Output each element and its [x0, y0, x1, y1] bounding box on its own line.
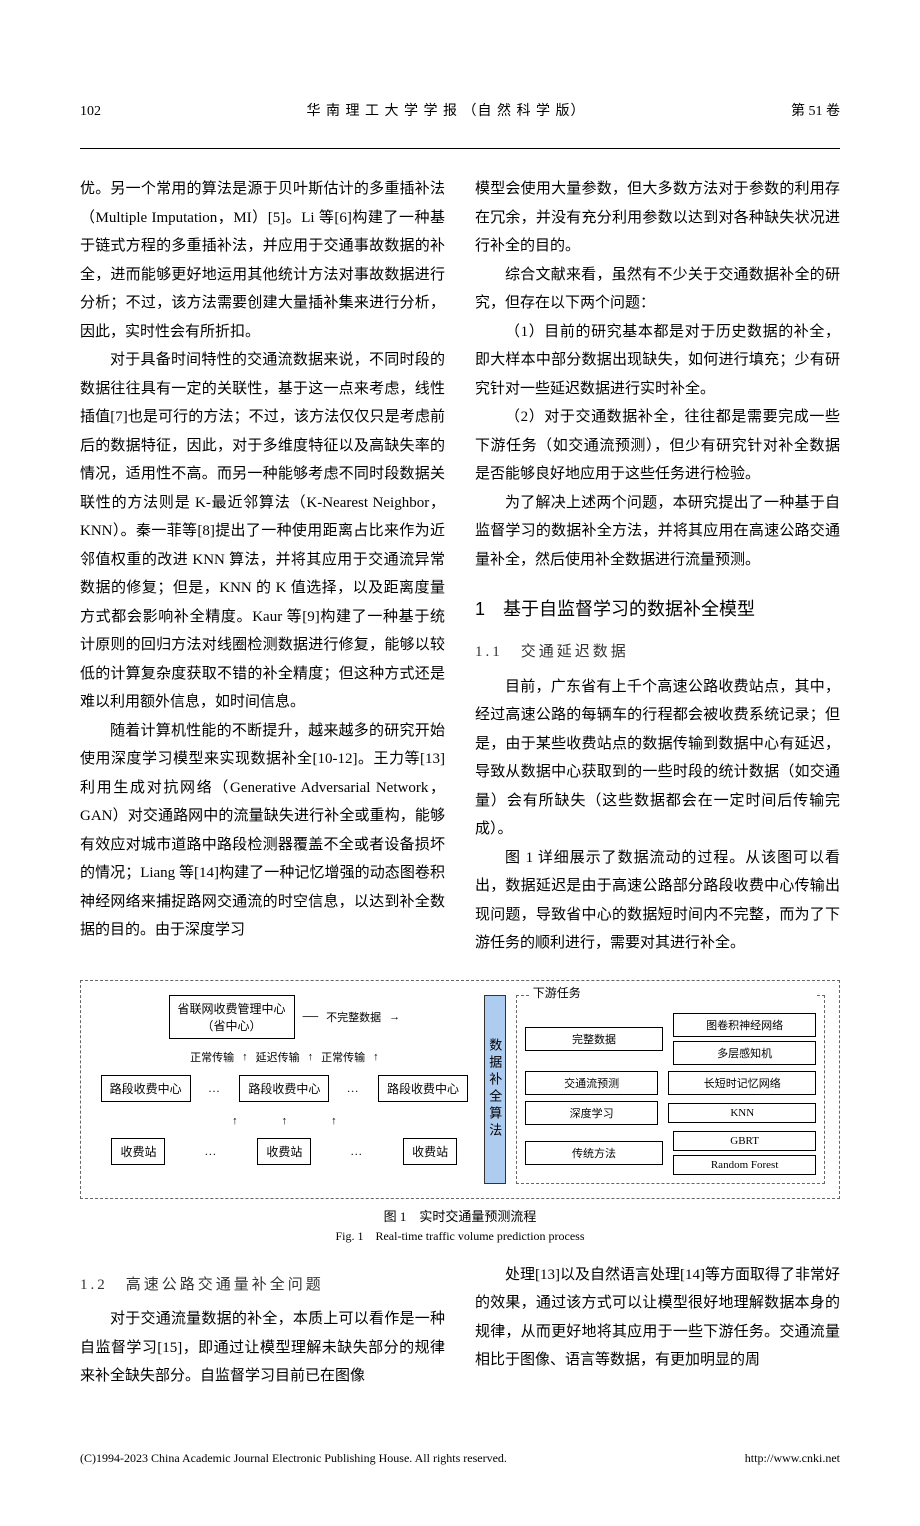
ellipsis: …: [347, 1081, 361, 1096]
bottom-left-column: 1.2 高速公路交通量补全问题 对于交通流量数据的补全，本质上可以看作是一种自监…: [80, 1261, 445, 1391]
knn-node: KNN: [668, 1103, 816, 1123]
traffic-pred-node: 交通流预测: [525, 1071, 659, 1095]
subsection-heading: 1.2 高速公路交通量补全问题: [80, 1271, 445, 1300]
arrow-right: →: [389, 1011, 400, 1023]
mlp-node: 多层感知机: [673, 1041, 816, 1065]
flow-diagram: 省联网收费管理中心 （省中心） ── 不完整数据 → 正常传输 ↑ 延迟传输 ↑…: [80, 980, 840, 1199]
copyright-text: (C)1994-2023 China Academic Journal Elec…: [80, 1451, 507, 1466]
segment-center-node: 路段收费中心: [378, 1075, 468, 1102]
deep-learning-node: 深度学习: [525, 1101, 659, 1125]
traditional-node: 传统方法: [525, 1141, 664, 1165]
body-paragraph: （2）对于交通数据补全，往往都是需要完成一些下游任务（如交通流预测），但少有研究…: [475, 403, 840, 489]
normal-transfer-label: 正常传输: [321, 1049, 365, 1065]
body-paragraph: 优。另一个常用的算法是源于贝叶斯估计的多重插补法（Multiple Imputa…: [80, 175, 445, 346]
body-paragraph: 目前，广东省有上千个高速公路收费站点，其中，经过高速公路的每辆车的行程都会被收费…: [475, 673, 840, 844]
bottom-right-column: 处理[13]以及自然语言处理[14]等方面取得了非常好的效果，通过该方式可以让模…: [475, 1261, 840, 1391]
body-paragraph: 对于交通流量数据的补全，本质上可以看作是一种自监督学习[15]，即通过让模型理解…: [80, 1305, 445, 1391]
volume-label: 第 51 卷: [791, 100, 840, 120]
gcn-node: 图卷积神经网络: [673, 1013, 816, 1037]
incomplete-data-label: 不完整数据: [326, 1009, 381, 1025]
arrow-right: ──: [303, 1011, 319, 1023]
body-paragraph: 处理[13]以及自然语言处理[14]等方面取得了非常好的效果，通过该方式可以让模…: [475, 1261, 840, 1375]
diagram-right: 下游任务 完整数据 图卷积神经网络 多层感知机 交通流预测 长短时记忆网络 深度…: [516, 995, 825, 1184]
page-number: 102: [80, 104, 101, 120]
figure-caption: 图 1 实时交通量预测流程 Fig. 1 Real-time traffic v…: [80, 1207, 840, 1247]
body-paragraph: 对于具备时间特性的交通流数据来说，不同时段的数据往往具有一定的关联性，基于这一点…: [80, 346, 445, 717]
gbrt-node: GBRT: [673, 1131, 816, 1151]
body-paragraph: 综合文献来看，虽然有不少关于交通数据补全的研究，但存在以下两个问题：: [475, 261, 840, 318]
rf-node: Random Forest: [673, 1155, 816, 1175]
left-column: 优。另一个常用的算法是源于贝叶斯估计的多重插补法（Multiple Imputa…: [80, 175, 445, 958]
ellipsis: …: [204, 1144, 218, 1159]
diagram-left: 省联网收费管理中心 （省中心） ── 不完整数据 → 正常传输 ↑ 延迟传输 ↑…: [95, 995, 474, 1184]
subsection-heading: 1.1 交通延迟数据: [475, 638, 840, 667]
journal-title: 华 南 理 工 大 学 学 报 （自 然 科 学 版）: [307, 100, 586, 120]
right-column: 模型会使用大量参数，但大多数方法对于参数的利用存在冗余，并没有充分利用参数以达到…: [475, 175, 840, 958]
segment-center-node: 路段收费中心: [101, 1075, 191, 1102]
body-columns: 优。另一个常用的算法是源于贝叶斯估计的多重插补法（Multiple Imputa…: [80, 175, 840, 958]
ellipsis: …: [350, 1144, 364, 1159]
page-header: 102 华 南 理 工 大 学 学 报 （自 然 科 学 版） 第 51 卷: [80, 100, 840, 120]
section-heading: 1 基于自监督学习的数据补全模型: [475, 592, 840, 626]
toll-station-node: 收费站: [111, 1138, 165, 1165]
body-paragraph: （1）目前的研究基本都是对于历史数据的补全，即大样本中部分数据出现缺失，如何进行…: [475, 318, 840, 404]
segment-center-node: 路段收费中心: [239, 1075, 329, 1102]
province-center-node: 省联网收费管理中心 （省中心）: [169, 995, 295, 1039]
algorithm-bar: 数据补全算法: [484, 995, 506, 1184]
footer-url: http://www.cnki.net: [745, 1451, 840, 1466]
figure-caption-cn: 图 1 实时交通量预测流程: [80, 1207, 840, 1228]
page-footer: (C)1994-2023 China Academic Journal Elec…: [80, 1451, 840, 1466]
lstm-node: 长短时记忆网络: [668, 1071, 816, 1095]
ellipsis: …: [208, 1081, 222, 1096]
toll-station-node: 收费站: [257, 1138, 311, 1165]
body-paragraph: 模型会使用大量参数，但大多数方法对于参数的利用存在冗余，并没有充分利用参数以达到…: [475, 175, 840, 261]
header-rule: [80, 148, 840, 149]
figure-caption-en: Fig. 1 Real-time traffic volume predicti…: [80, 1227, 840, 1246]
figure-1: 省联网收费管理中心 （省中心） ── 不完整数据 → 正常传输 ↑ 延迟传输 ↑…: [80, 980, 840, 1247]
toll-station-node: 收费站: [403, 1138, 457, 1165]
complete-data-node: 完整数据: [525, 1027, 664, 1051]
body-paragraph: 图 1 详细展示了数据流动的过程。从该图可以看出，数据延迟是由于高速公路部分路段…: [475, 844, 840, 958]
normal-transfer-label: 正常传输: [190, 1049, 234, 1065]
body-paragraph: 随着计算机性能的不断提升，越来越多的研究开始使用深度学习模型来实现数据补全[10…: [80, 717, 445, 945]
delayed-transfer-label: 延迟传输: [256, 1049, 300, 1065]
bottom-columns: 1.2 高速公路交通量补全问题 对于交通流量数据的补全，本质上可以看作是一种自监…: [80, 1261, 840, 1391]
body-paragraph: 为了解决上述两个问题，本研究提出了一种基于自监督学习的数据补全方法，并将其应用在…: [475, 489, 840, 575]
downstream-label: 下游任务: [529, 984, 816, 1001]
